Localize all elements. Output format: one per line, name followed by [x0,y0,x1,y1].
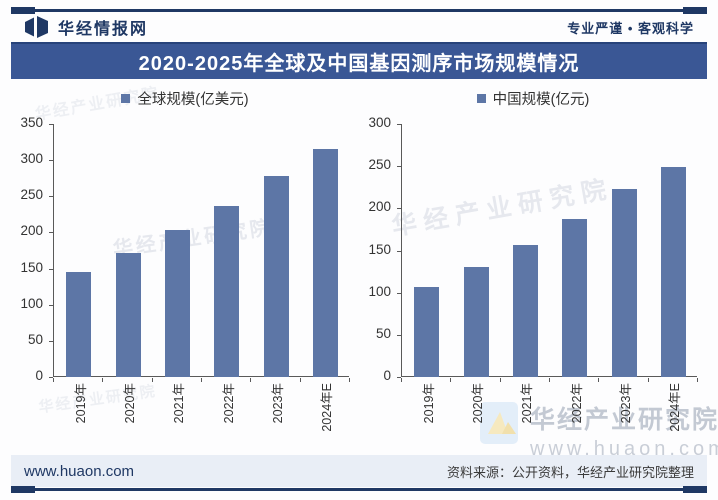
x-tick-mark [250,378,252,382]
plot-area [53,124,349,377]
y-tick-mark [397,166,401,168]
x-axis-label: 2021年 [172,383,187,424]
legend-marker [121,93,131,103]
x-axis-label: 2022年 [569,383,584,424]
slogan: 专业严谨 • 客观科学 [567,20,694,36]
top-border-line [11,9,707,12]
x-tick-mark [697,378,698,382]
charts-row: 全球规模(亿美元) 0 50 100 150 200 250 300 350 2019年 2020… [11,84,707,449]
bottom-left-border-cap [11,486,35,493]
y-tick-label: 350 [20,115,43,130]
chart-legend: 全球规模(亿美元) [11,88,359,108]
brand-name: 华经情报网 [58,21,149,38]
bar [512,245,538,377]
bottom-border-line [11,488,707,491]
legend-label: 中国规模(亿元) [492,91,590,108]
x-axis-label: 2024年E [320,383,335,432]
y-tick-label: 200 [368,199,391,215]
x-tick-mark [499,378,501,382]
x-tick-mark [598,378,600,382]
x-tick-mark [299,378,301,382]
bar [562,219,588,377]
y-tick-mark [397,124,401,125]
y-tick-mark [49,160,53,162]
y-tick-label: 250 [368,157,391,173]
y-tick-mark [49,268,53,270]
brand-logo-icon [25,16,48,38]
y-tick-label: 50 [27,331,43,347]
y-tick-mark [49,124,53,125]
y-tick-mark [49,340,53,342]
global-market-chart: 全球规模(亿美元) 0 50 100 150 200 250 300 350 2019年 2020… [11,84,359,449]
header: 华经情报网 专业严谨 • 客观科学 [24,14,694,40]
chart-legend: 中国规模(亿元) [359,88,707,108]
y-tick-label: 0 [383,368,391,383]
bar [414,286,440,377]
bar [66,272,92,377]
y-tick-label: 0 [35,368,43,383]
x-axis-label: 2024年E [668,383,683,432]
x-axis-label: 2022年 [221,383,236,424]
bar [463,267,489,377]
x-tick-mark [549,378,550,382]
x-axis-label: 2023年 [271,383,285,424]
x-tick-mark [151,378,153,382]
x-axis-label: 2021年 [520,383,535,424]
y-tick-mark [397,334,401,336]
y-tick-label: 300 [20,151,43,167]
y-tick-label: 100 [20,295,43,311]
y-tick-mark [49,196,53,198]
bar [263,176,289,377]
plot-area [401,124,697,377]
y-tick-mark [49,304,53,306]
y-tick-mark [397,250,401,252]
top-left-border-cap [11,7,35,14]
x-tick-mark [349,378,350,382]
legend-label: 全球规模(亿美元) [137,91,249,108]
y-tick-label: 150 [368,241,391,257]
y-tick-label: 300 [368,115,391,130]
bar [115,252,141,377]
y-tick-mark [397,377,401,378]
x-axis-label: 2019年 [73,383,88,424]
china-market-chart: 中国规模(亿元) 0 50 100 150 200 250 300 2019年 2020年 202… [359,84,707,449]
x-tick-mark [53,378,54,382]
title-bar: 2020-2025年全球及中国基因测序市场规模情况 [11,42,707,79]
page-title: 2020-2025年全球及中国基因测序市场规模情况 [138,53,580,75]
x-tick-mark [201,378,202,382]
x-axis-label: 2020年 [123,383,137,424]
y-tick-mark [49,377,53,378]
brand: 华经情报网 [24,15,148,39]
bottom-right-border-cap [683,486,707,493]
y-tick-label: 150 [20,259,43,275]
x-axis-label: 2020年 [471,383,485,424]
bar [660,167,686,377]
bar [312,149,338,377]
x-tick-mark [102,378,104,382]
y-tick-label: 200 [20,223,43,239]
y-tick-mark [397,208,401,210]
footer-source: 资料来源：公开资料，华经产业研究院整理 [446,464,694,480]
x-axis-label: 2023年 [619,383,633,424]
legend-marker [476,93,486,103]
footer-bar: www.huaon.com 资料来源：公开资料，华经产业研究院整理 [11,455,707,487]
bar [611,188,637,377]
y-tick-label: 250 [20,187,43,203]
y-tick-label: 100 [368,283,391,299]
x-tick-mark [450,378,452,382]
x-tick-mark [401,378,402,382]
x-axis-label: 2019年 [421,383,436,424]
top-right-border-cap [683,7,707,14]
y-tick-mark [397,292,401,294]
y-tick-mark [49,232,53,234]
x-tick-mark [647,378,649,382]
footer-website: www.huaon.com [24,462,135,480]
bar [214,205,240,377]
bar [164,230,190,377]
y-tick-label: 50 [375,325,391,341]
